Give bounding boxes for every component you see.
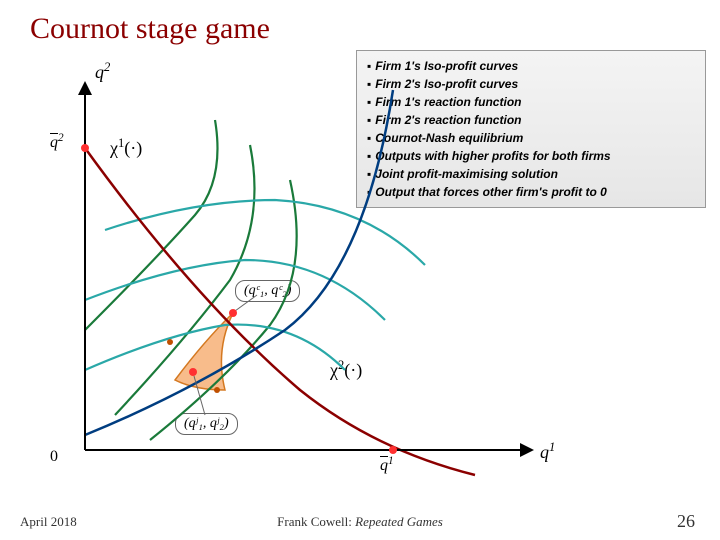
footer-date: April 2018	[20, 514, 77, 530]
callout-connector	[235, 295, 257, 311]
y-bar-label: q2	[50, 132, 64, 152]
iso-profit-firm1	[150, 180, 297, 440]
cournot-nash-point	[229, 309, 237, 317]
reaction-firm1	[85, 148, 475, 475]
footer-title: Frank Cowell: Repeated Games	[277, 514, 443, 530]
iso-profit-firm1	[85, 120, 218, 330]
q1bar-dot	[389, 446, 397, 454]
iso-profit-firm2	[105, 200, 425, 265]
origin-label: 0	[50, 448, 58, 466]
cournot-diagram	[75, 80, 555, 480]
q2bar-dot	[81, 144, 89, 152]
joint-max-point	[189, 368, 197, 376]
page-number: 26	[677, 511, 695, 532]
orange-dot	[167, 339, 173, 345]
legend-item: Firm 1's Iso-profit curves	[367, 57, 695, 75]
slide-title: Cournot stage game	[30, 12, 270, 46]
orange-dot-2	[214, 387, 220, 393]
